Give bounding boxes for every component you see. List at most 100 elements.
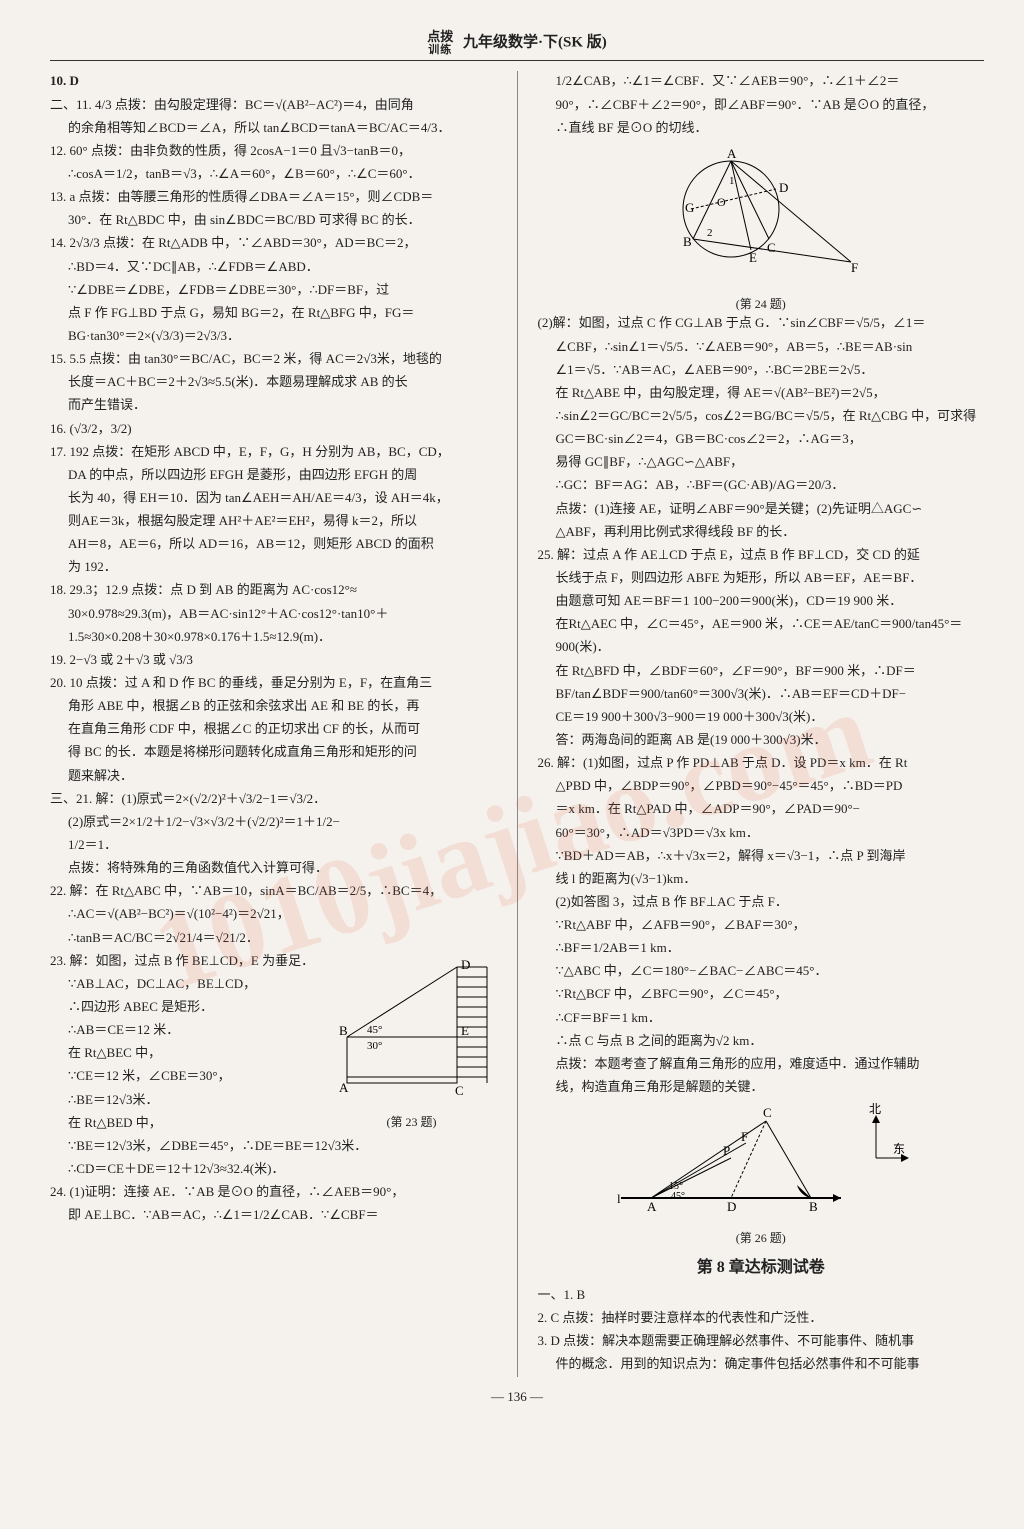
svg-text:E: E [461,1023,469,1038]
q17-d: 则AE＝3k，根据勾股定理 AH²＋AE²＝EH²，易得 k＝2，所以 [50,511,497,531]
svg-text:P: P [723,1143,730,1158]
r8: 在 Rt△ABE 中，由勾股定理，得 AE＝√(AB²−BE²)＝2√5， [538,383,985,403]
q19: 19. 2−√3 或 2＋√3 或 √3/3 [50,650,497,670]
q25-c: 由题意可知 AE＝BF＝1 100−200＝900(米)，CD＝19 900 米… [538,591,985,611]
q26-d: 60°＝30°，∴AD＝√3PD＝√3x km． [538,823,985,843]
q26-f: 线 l 的距离为(√3−1)km． [538,869,985,889]
s1: 一、1. B [538,1285,985,1305]
svg-text:B: B [809,1199,818,1214]
svg-text:F: F [851,260,858,275]
q25-i: 答：两海岛间的距离 AB 是(19 000＋300√3)米． [538,730,985,750]
two-column-layout: 10. D 二、11. 4/3 点拨：由勾股定理得：BC＝√(AB²−AC²)＝… [50,71,984,1377]
svg-text:1: 1 [729,175,735,187]
q12-b: ∴cosA＝1/2，tanB＝√3，∴∠A＝60°，∠B＝60°，∴∠C＝60°… [50,164,497,184]
q24-b: 即 AE⊥BC．∵AB＝AC，∴∠1＝1/2∠CAB．∵∠CBF＝ [50,1205,497,1225]
q14-c: ∵∠DBE＝∠DBE，∠FDB＝∠DBE＝30°，∴DF＝BF，过 [50,280,497,300]
r10: GC＝BC·sin∠2＝4，GB＝BC·cos∠2＝2，∴AG＝3， [538,429,985,449]
header-title: 九年级数学·下(SK 版) [463,35,607,51]
q16: 16. (√3/2，3/2) [50,419,497,439]
r3: ∴直线 BF 是⊙O 的切线． [538,118,985,138]
q23-g: ∴BE＝12√3米． [50,1090,319,1110]
page-footer: — 136 — [50,1387,984,1407]
s3a: 3. D 点拨：解决本题需要正确理解必然事件、不可能事件、随机事 [538,1331,985,1351]
q25-a: 25. 解：过点 A 作 AE⊥CD 于点 E，过点 B 作 BF⊥CD，交 C… [538,545,985,565]
r12: ∴GC：BF＝AG：AB，∴BF＝(GC·AB)/AG＝20/3． [538,475,985,495]
q26-j: ∵△ABC 中，∠C＝180°−∠BAC−∠ABC＝45°． [538,961,985,981]
fig26-svg: l A B C D F P 15° 45° 北 东 [611,1103,911,1223]
q17-a: 17. 192 点拨：在矩形 ABCD 中，E，F，G，H 分别为 AB，BC，… [50,442,497,462]
svg-text:D: D [461,957,470,972]
q18-b: 30×0.978≈29.3(m)，AB＝AC·sin12°＋AC·cos12°·… [50,604,497,624]
r14: △ABF，再利用比例式求得线段 BF 的长． [538,522,985,542]
r6: ∠CBF，∴sin∠1＝√5/5．∵∠AEB＝90°，AB＝5，∴BE＝AB·s… [538,337,985,357]
q14-b: ∴BD＝4．又∵DC∥AB，∴∠FDB＝∠ABD． [50,257,497,277]
fig23-caption: (第 23 题) [327,1113,497,1132]
q26-c: ＝x km．在 Rt△PAD 中，∠ADP＝90°，∠PAD＝90°− [538,799,985,819]
q23-c: ∴四边形 ABEC 是矩形． [50,997,319,1017]
q21-b: (2)原式＝2×1/2＋1/2−√3×√3/2＋(√2/2)²＝1＋1/2− [50,812,497,832]
figure-24: A B C D E F G O 1 2 (第 24 题) [538,144,985,314]
q18-c: 1.5≈30×0.208＋30×0.978×0.176＋1.5≈12.9(m)． [50,627,497,647]
left-column: 10. D 二、11. 4/3 点拨：由勾股定理得：BC＝√(AB²−AC²)＝… [50,71,497,1377]
q10: 10. D [50,71,497,91]
q26-n: 点拨：本题考查了解直角三角形的应用，难度适中．通过作辅助 [538,1054,985,1074]
svg-text:C: C [767,240,776,255]
q21-d: 点拨：将特殊角的三角函数值代入计算可得． [50,858,497,878]
q14-d: 点 F 作 FG⊥BD 于点 G，易知 BG＝2，在 Rt△BFG 中，FG＝ [50,303,497,323]
q17-f: 为 192． [50,557,497,577]
brand-top: 点拨 [427,30,453,44]
q11-b: 的余角相等知∠BCD＝∠A，所以 tan∠BCD＝tanA＝BC/AC＝4/3． [50,118,497,138]
q14-a: 14. 2√3/3 点拨：在 Rt△ADB 中，∵∠ABD＝30°，AD＝BC＝… [50,233,497,253]
brand-bot: 训练 [427,44,453,56]
svg-text:东: 东 [893,1142,905,1156]
q25-d: 在Rt△AEC 中，∠C＝45°，AE＝900 米，∴CE＝AE/tanC＝90… [538,614,985,634]
q26-b: △PBD 中，∠BDP＝90°，∠PBD＝90°−45°＝45°，∴BD＝PD [538,776,985,796]
svg-text:2: 2 [707,227,713,239]
q20-c: 在直角三角形 CDF 中，根据∠C 的正切求出 CF 的长，从而可 [50,719,497,739]
fig23-svg: A B C D E 45° 30° [327,957,497,1107]
q15-a: 15. 5.5 点拨：由 tan30°＝BC/AC，BC＝2 米，得 AC＝2√… [50,349,497,369]
q26-m: ∴点 C 与点 B 之间的距离为√2 km． [538,1031,985,1051]
q25-g: BF/tan∠BDF＝900/tan60°＝300√3(米)．∴AB＝EF＝CD… [538,684,985,704]
q26-i: ∴BF＝1/2AB＝1 km． [538,938,985,958]
q25-f: 在 Rt△BFD 中，∠BDF＝60°，∠F＝90°，BF＝900 米，∴DF＝ [538,661,985,681]
r2: 90°，∴∠CBF＋∠2＝90°，即∠ABF＝90°．∵AB 是⊙O 的直径， [538,95,985,115]
q23-i: ∵BE＝12√3米，∠DBE＝45°，∴DE＝BE＝12√3米． [50,1136,497,1156]
page-header: 点拨 训练 九年级数学·下(SK 版) [50,30,984,61]
svg-text:C: C [455,1083,464,1098]
q20-e: 题来解决． [50,766,497,786]
svg-text:A: A [647,1199,657,1214]
r7: ∠1＝√5．∵AB＝AC，∠AEB＝90°，∴BC＝2BE＝2√5． [538,360,985,380]
svg-text:l: l [617,1191,621,1206]
q23-a: 23. 解：如图，过点 B 作 BE⊥CD，E 为垂足． [50,951,319,971]
q17-c: 长为 40，得 EH＝10．因为 tan∠AEH＝AH/AE＝4/3，设 AH＝… [50,488,497,508]
q26-o: 线，构造直角三角形是解题的关键． [538,1077,985,1097]
q14-e: BG·tan30°＝2×(√3/3)＝2√3/3． [50,326,497,346]
fig26-caption: (第 26 题) [538,1229,985,1248]
q26-l: ∴CF＝BF＝1 km． [538,1008,985,1028]
r13: 点拨：(1)连接 AE，证明∠ABF＝90°是关键；(2)先证明△AGC∽ [538,499,985,519]
q25-h: CE＝19 900＋300√3−900＝19 000＋300√3(米)． [538,707,985,727]
q20-d: 得 BC 的长．本题是将梯形问题转化成直角三角形和矩形的问 [50,742,497,762]
r11: 易得 GC∥BF，∴△AGC∽△ABF， [538,452,985,472]
q23-block: 23. 解：如图，过点 B 作 BE⊥CD，E 为垂足． ∵AB⊥AC，DC⊥A… [50,951,497,1136]
svg-text:45°: 45° [671,1191,685,1202]
column-divider [517,71,518,1377]
q23-b: ∵AB⊥AC，DC⊥AC，BE⊥CD， [50,974,319,994]
q25-e: 900(米)． [538,637,985,657]
q13-b: 30°．在 Rt△BDC 中，由 sin∠BDC＝BC/BD 可求得 BC 的长… [50,210,497,230]
q12-a: 12. 60° 点拨：由非负数的性质，得 2cosA−1＝0 且√3−tanB＝… [50,141,497,161]
q23-f: ∵CE＝12 米，∠CBE＝30°， [50,1066,319,1086]
section-8-title: 第 8 章达标测试卷 [538,1256,985,1281]
svg-text:D: D [779,180,788,195]
q17-b: DA 的中点，所以四边形 EFGH 是菱形，由四边形 EFGH 的周 [50,465,497,485]
svg-text:B: B [339,1023,348,1038]
svg-text:B: B [683,234,692,249]
q24-a: 24. (1)证明：连接 AE．∵AB 是⊙O 的直径，∴∠AEB＝90°， [50,1182,497,1202]
fig24-caption: (第 24 题) [538,295,985,314]
q18-a: 18. 29.3；12.9 点拨：点 D 到 AB 的距离为 AC·cos12°… [50,580,497,600]
brand-logo: 点拨 训练 [427,30,453,56]
q20-a: 20. 10 点拨：过 A 和 D 作 BC 的垂线，垂足分别为 E，F，在直角… [50,673,497,693]
q21-a: 三、21. 解：(1)原式＝2×(√2/2)²＋√3/2−1＝√3/2． [50,789,497,809]
q23-d: ∴AB＝CE＝12 米． [50,1020,319,1040]
